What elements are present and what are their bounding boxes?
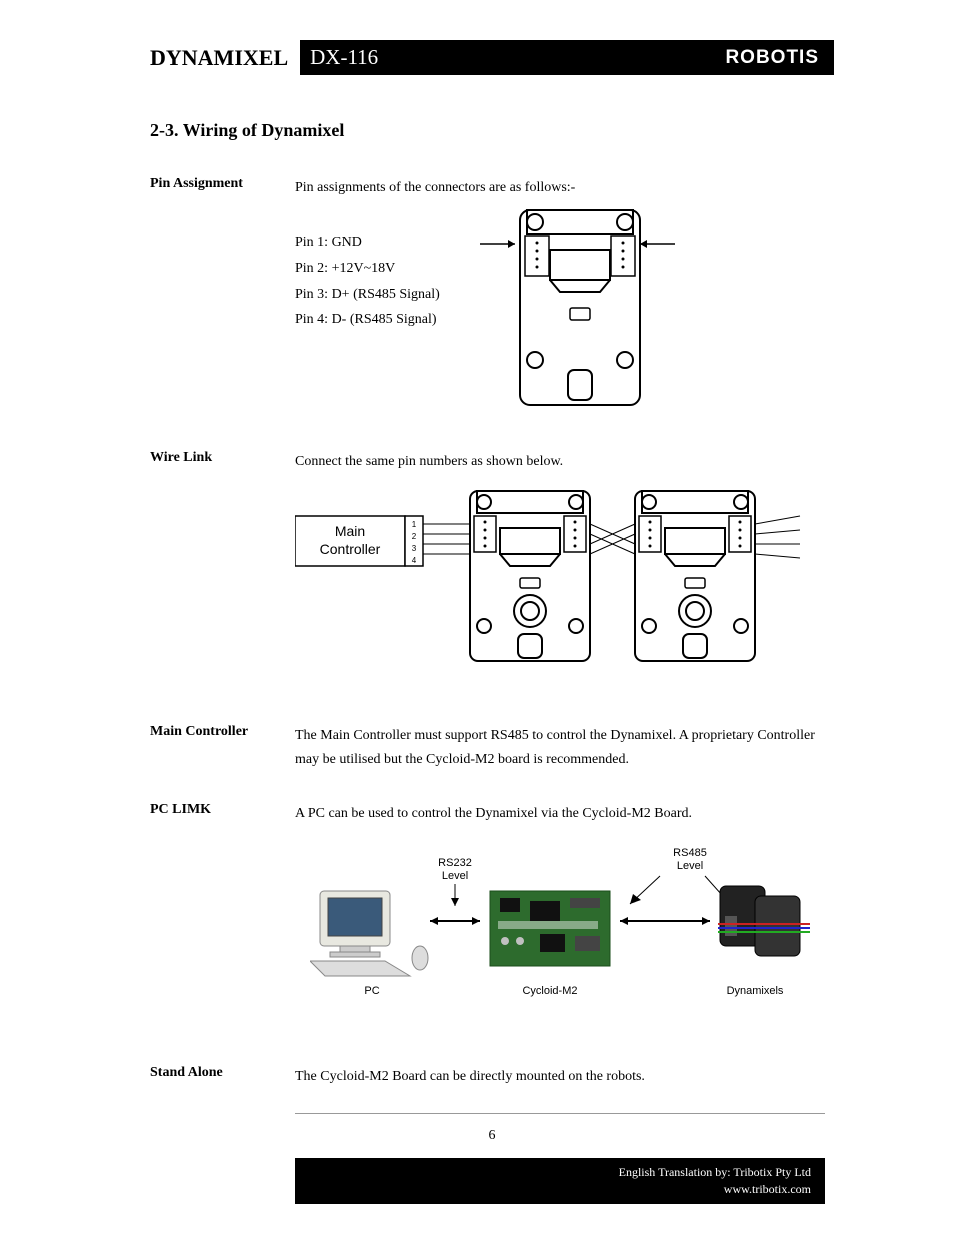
svg-text:Level: Level [676, 860, 702, 872]
svg-text:RS232: RS232 [438, 857, 472, 869]
page-header: DYNAMIXEL DX-116 ROBOTIS [150, 40, 834, 75]
footer-translation: English Translation by: Tribotix Pty Ltd [309, 1164, 811, 1181]
pin-list: Pin 1: GND Pin 2: +12V~18V Pin 3: D+ (RS… [295, 230, 440, 420]
pin-4: Pin 4: D- (RS485 Signal) [295, 307, 440, 333]
svg-text:Dynamixels: Dynamixels [726, 985, 783, 997]
pin-assignment-label: Pin Assignment [150, 176, 295, 420]
stand-alone-text: The Cycloid-M2 Board can be directly mou… [295, 1065, 834, 1089]
controller-line2: Controller [320, 541, 381, 557]
pin-1: Pin 1: GND [295, 230, 440, 256]
svg-text:RS485: RS485 [673, 847, 707, 859]
pc-link-text: A PC can be used to control the Dynamixe… [295, 802, 834, 826]
wire-link-text: Connect the same pin numbers as shown be… [295, 450, 834, 474]
model-number: DX-116 [310, 45, 378, 70]
svg-text:PC: PC [364, 985, 379, 997]
pc-link-diagram: RS232 Level RS485 Level [295, 846, 834, 1015]
wire-link-row: Wire Link Connect the same pin numbers a… [150, 450, 834, 715]
page-number: 6 [150, 1114, 834, 1158]
main-controller-label: Main Controller [150, 724, 295, 772]
product-line: DYNAMIXEL [150, 45, 300, 71]
stand-alone-row: Stand Alone The Cycloid-M2 Board can be … [150, 1065, 834, 1089]
svg-text:4: 4 [412, 556, 417, 565]
controller-line1: Main [335, 523, 365, 539]
pc-link-label: PC LIMK [150, 802, 295, 1055]
svg-text:3: 3 [412, 544, 417, 553]
svg-text:1: 1 [412, 520, 417, 529]
main-controller-row: Main Controller The Main Controller must… [150, 724, 834, 772]
svg-text:Cycloid-M2: Cycloid-M2 [522, 985, 577, 997]
wire-link-label: Wire Link [150, 450, 295, 715]
svg-text:2: 2 [412, 532, 417, 541]
brand-logo: ROBOTIS [725, 47, 819, 69]
pc-link-row: PC LIMK A PC can be used to control the … [150, 802, 834, 1055]
main-controller-text: The Main Controller must support RS485 t… [295, 724, 834, 772]
pin-assignment-intro: Pin assignments of the connectors are as… [295, 176, 834, 200]
footer: 6 English Translation by: Tribotix Pty L… [150, 1113, 834, 1204]
stand-alone-label: Stand Alone [150, 1065, 295, 1089]
footer-url: www.tribotix.com [309, 1181, 811, 1198]
wire-link-diagram: Main Controller 1 2 3 4 [295, 486, 834, 675]
servo-diagram [480, 200, 680, 420]
footer-bar: English Translation by: Tribotix Pty Ltd… [295, 1158, 825, 1204]
svg-text:Level: Level [441, 870, 467, 882]
pin-assignment-row: Pin Assignment Pin assignments of the co… [150, 176, 834, 420]
pin-3: Pin 3: D+ (RS485 Signal) [295, 282, 440, 308]
section-title: 2-3. Wiring of Dynamixel [150, 120, 834, 141]
pin-2: Pin 2: +12V~18V [295, 256, 440, 282]
